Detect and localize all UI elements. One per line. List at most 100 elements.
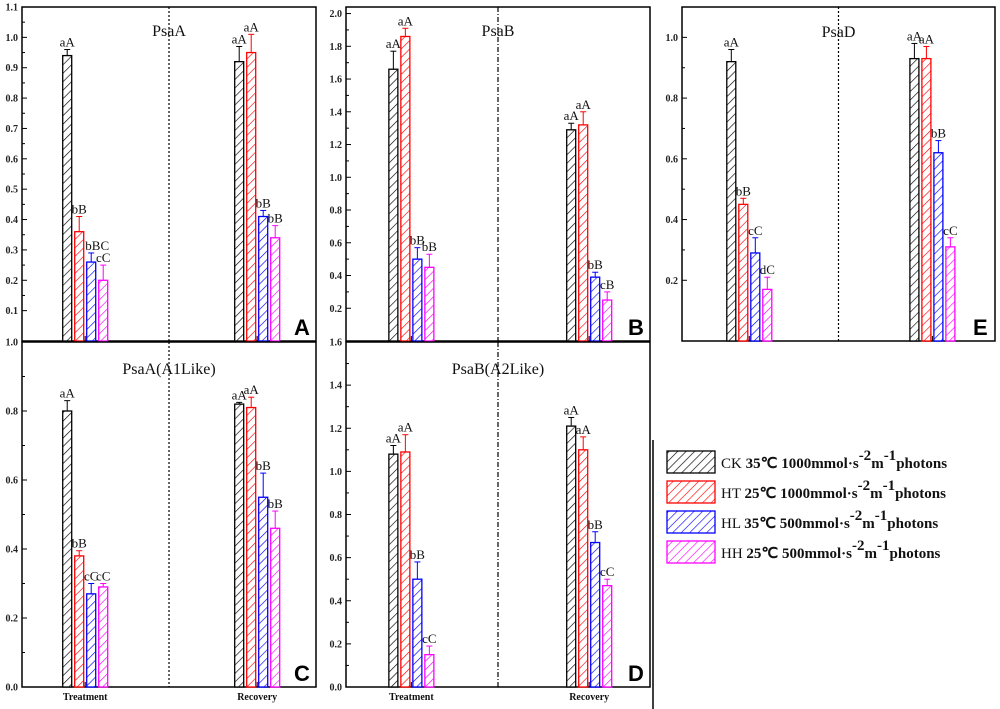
significance-label: aA: [386, 431, 402, 446]
y-tick-label: 0.0: [330, 683, 343, 694]
legend-label: HT 25℃ 1000mmol·s-2m-1photons: [721, 478, 946, 502]
legend-text-part: m: [862, 516, 875, 532]
significance-label: dC: [760, 262, 775, 277]
panel-letter: E: [973, 315, 988, 340]
x-tick-label: Recovery: [569, 692, 609, 703]
significance-label: bB: [72, 536, 88, 551]
y-tick-label: 1.0: [6, 338, 19, 349]
panel-letter: D: [628, 661, 644, 686]
panel-D: 0.0 0.2 0.4 0.6 0.8 1.0 1.2 1.4 1.6 PsaB(A2Like) D…: [330, 338, 651, 703]
y-tick-label: 0.0: [6, 683, 19, 694]
significance-label: aA: [724, 35, 740, 50]
y-tick-label: 1.0: [330, 467, 343, 478]
y-tick-label: 0.4: [6, 215, 19, 226]
significance-label: aA: [244, 382, 260, 397]
significance-label: aA: [919, 31, 935, 46]
bar-HL-Treatment: [412, 578, 423, 688]
panel-letter: B: [628, 315, 644, 340]
significance-label: cB: [600, 277, 615, 292]
bar-HT-Treatment: [400, 451, 411, 688]
y-tick-label: 0.9: [6, 63, 19, 74]
bar-HL-Treatment: [86, 261, 97, 342]
legend-text-part: 25℃ 1000mmol·s: [744, 486, 857, 502]
y-tick-label: 0.4: [6, 545, 19, 556]
bar-HT-Recovery: [246, 51, 257, 342]
bar-CK-Recovery: [566, 425, 577, 688]
y-tick-label: 2.0: [330, 9, 343, 20]
significance-label: bB: [256, 458, 272, 473]
y-tick-label: 0.2: [6, 276, 19, 287]
legend-text-part: -2: [858, 478, 871, 494]
bar-HT-Treatment: [400, 35, 411, 342]
bar-HH-Treatment: [98, 279, 109, 342]
y-tick-label: 0.7: [6, 124, 19, 135]
y-tick-label: 0.6: [330, 553, 343, 564]
y-tick-label: 0.2: [6, 614, 19, 625]
bar-CK-Treatment: [62, 410, 73, 688]
legend-text-part: m: [870, 486, 883, 502]
y-tick-label: 0.4: [330, 596, 343, 607]
bar-HL-Treatment: [412, 258, 423, 342]
legend-item-CK: CK 35℃ 1000mmol·s-2m-1photons: [666, 448, 947, 474]
legend-code: HT: [721, 486, 744, 502]
bar-HH-Treatment: [424, 266, 435, 342]
legend-label: HH 25℃ 500mmol·s-2m-1photons: [721, 538, 941, 562]
legend-text-part: photons: [890, 546, 941, 562]
panel-title: PsaA: [152, 23, 186, 40]
bar-HL-Recovery: [590, 541, 601, 688]
significance-label: bB: [410, 547, 426, 562]
significance-label: cC: [96, 569, 110, 584]
bar-CK-Treatment: [62, 54, 73, 342]
legend-item-HH: HH 25℃ 500mmol·s-2m-1photons: [666, 538, 941, 564]
legend-text-part: -2: [859, 448, 872, 464]
legend-swatch: [666, 540, 716, 564]
y-tick-label: 1.2: [330, 424, 343, 435]
y-tick-label: 0.2: [330, 304, 343, 315]
significance-label: aA: [576, 422, 592, 437]
y-tick-label: 1.0: [6, 33, 19, 44]
bar-HH-Recovery: [602, 585, 613, 688]
panel-title: PsaD: [822, 24, 856, 41]
legend-text-part: -2: [850, 508, 863, 524]
significance-label: aA: [907, 28, 923, 43]
y-tick-label: 1.4: [330, 381, 343, 392]
legend-text-part: 25℃ 500mmol·s: [746, 546, 852, 562]
panel-title: PsaB: [482, 23, 515, 40]
legend-code: HL: [721, 516, 744, 532]
y-tick-label: 0.6: [666, 154, 679, 165]
bar-HL-Treatment: [86, 593, 97, 688]
y-tick-label: 0.2: [330, 639, 343, 650]
legend-item-HL: HL 35℃ 500mmol·s-2m-1photons: [666, 508, 938, 534]
significance-label: cC: [600, 564, 614, 579]
legend-swatch: [666, 450, 716, 474]
panel-A: 0.1 0.2 0.3 0.4 0.5 0.6 0.7 0.8 0.9 1.0 1.1 PsaA AaA…: [6, 3, 317, 342]
legend-text-part: -1: [875, 508, 888, 524]
bar-HT-Recovery: [921, 57, 932, 342]
bar-HH-Treatment: [424, 654, 435, 688]
significance-label: bB: [268, 211, 284, 226]
y-tick-label: 1.0: [330, 173, 343, 184]
legend-text-part: m: [865, 546, 878, 562]
panel-letter: A: [294, 315, 310, 340]
x-tick-label: Treatment: [63, 692, 108, 703]
significance-label: aA: [564, 108, 580, 123]
bar-HT-Recovery: [578, 124, 589, 342]
y-tick-label: 1.1: [6, 3, 19, 14]
legend-swatch: [666, 510, 716, 534]
significance-label: bB: [931, 126, 947, 141]
bar-HH-Recovery: [270, 527, 281, 688]
legend-label: HL 35℃ 500mmol·s-2m-1photons: [721, 508, 938, 532]
bar-HT-Recovery: [246, 406, 257, 688]
panel-C: 0.0 0.2 0.4 0.6 0.8 1.0 PsaA(A1Like) C Treatment…: [6, 338, 317, 703]
significance-label: bBC: [85, 238, 109, 253]
bar-HH-Recovery: [602, 299, 613, 342]
significance-label: cC: [96, 250, 110, 265]
significance-label: aA: [60, 386, 76, 401]
bar-CK-Recovery: [909, 57, 920, 342]
y-tick-label: 0.4: [330, 271, 343, 282]
legend-text-part: -1: [884, 448, 897, 464]
bar-HT-Recovery: [578, 449, 589, 688]
legend-text-part: -1: [877, 538, 890, 554]
significance-label: cC: [422, 631, 436, 646]
bar-CK-Recovery: [234, 403, 245, 688]
